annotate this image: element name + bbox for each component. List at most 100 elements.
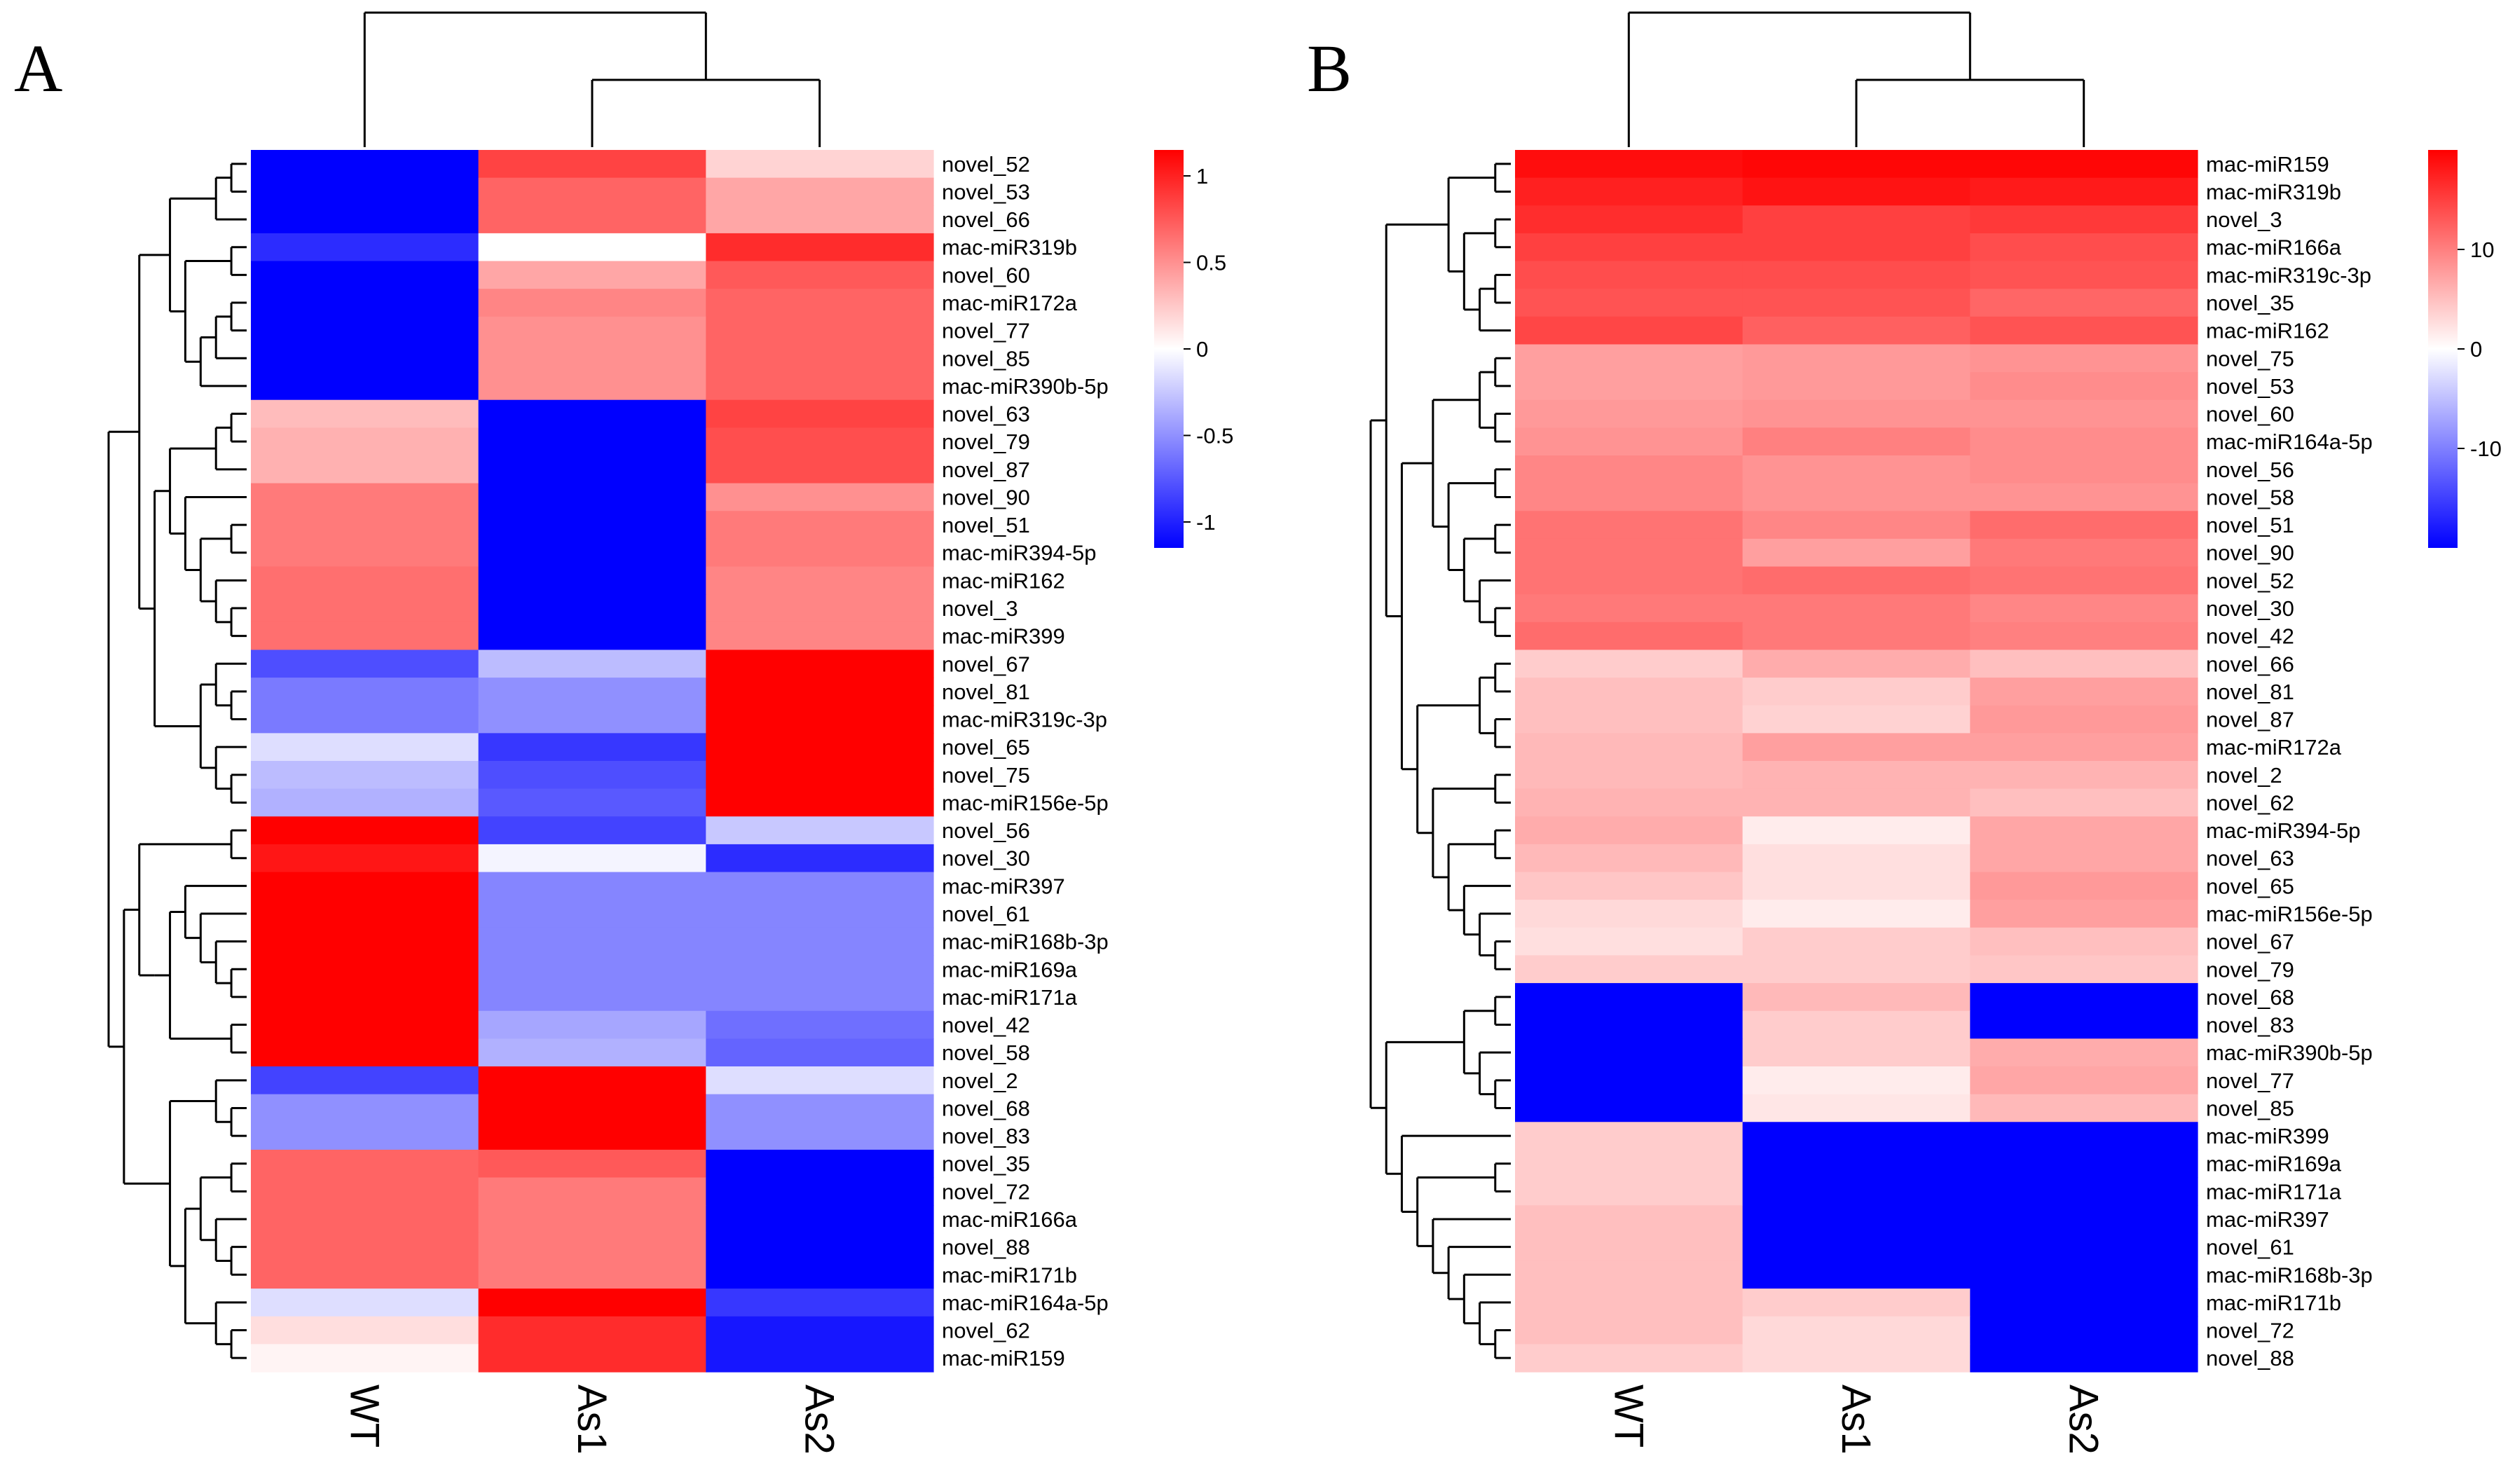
heatmap-cell-novel_79-WT <box>1515 955 1743 984</box>
heatmap-cell-novel_67-WT <box>1515 927 1743 956</box>
heatmap-cell-novel_66-As2 <box>1970 650 2198 678</box>
row-label: novel_42 <box>2206 624 2294 649</box>
heatmap-cell-mac-miR171a-WT <box>251 983 479 1012</box>
heatmap-cell-novel_3-WT <box>1515 205 1743 234</box>
heatmap-cell-mac-miR319c-3p-WT <box>1515 261 1743 289</box>
heatmap-cell-novel_88-WT <box>251 1232 479 1262</box>
heatmap-cell-mac-miR168b-3p-As1 <box>478 927 706 956</box>
heatmap-cell-mac-miR156e-5p-As2 <box>706 788 934 817</box>
heatmap-cell-novel_66-WT <box>251 205 479 234</box>
heatmap-cell-novel_60-WT <box>251 261 479 289</box>
heatmap-cell-novel_85-WT <box>251 344 479 373</box>
heatmap-cell-novel_42-As1 <box>478 1010 706 1039</box>
row-label: mac-miR390b-5p <box>2206 1040 2373 1065</box>
row-label: novel_3 <box>942 596 1018 621</box>
row-label: novel_35 <box>2206 291 2294 315</box>
heatmap-cell-mac-miR399-WT <box>1515 1122 1743 1150</box>
heatmap-cell-novel_35-WT <box>1515 289 1743 317</box>
heatmap-cell-novel_66-As2 <box>706 205 934 234</box>
heatmap-cell-novel_42-WT <box>1515 621 1743 651</box>
heatmap-cell-mac-miR171b-As1 <box>1742 1289 1971 1317</box>
heatmap-cell-mac-miR156e-5p-As2 <box>1970 900 2198 928</box>
heatmap-cell-novel_61-As2 <box>706 900 934 928</box>
heatmap-cell-novel_56-WT <box>1515 455 1743 484</box>
heatmap-cell-mac-miR159-As1 <box>478 1344 706 1373</box>
row-label: novel_88 <box>2206 1346 2294 1370</box>
heatmap-cell-novel_2-As2 <box>706 1066 934 1095</box>
row-label: novel_58 <box>2206 485 2294 509</box>
row-label: novel_63 <box>2206 846 2294 871</box>
heatmap-cell-novel_53-As1 <box>478 177 706 206</box>
row-label: novel_60 <box>942 263 1030 287</box>
row-label: mac-miR171a <box>942 985 1078 1010</box>
heatmap-cell-novel_3-As2 <box>706 594 934 623</box>
heatmap-cell-mac-miR399-As1 <box>1742 1122 1971 1150</box>
row-label: mac-miR172a <box>942 291 1078 315</box>
heatmap-cell-novel_81-As1 <box>478 678 706 706</box>
heatmap-cell-novel_79-As2 <box>706 427 934 456</box>
heatmap-cell-mac-miR319b-As1 <box>1742 177 1971 206</box>
heatmap-cell-novel_90-WT <box>1515 538 1743 568</box>
heatmap-cell-novel_67-As1 <box>478 650 706 678</box>
heatmap-cell-mac-miR394-5p-WT <box>1515 816 1743 845</box>
column-label: As2 <box>2061 1385 2106 1455</box>
row-label: novel_63 <box>942 402 1030 427</box>
color-key-bar <box>1154 150 1184 548</box>
heatmap-cell-mac-miR397-WT <box>251 872 479 900</box>
heatmap-cell-novel_66-As1 <box>1742 650 1971 678</box>
heatmap-cell-novel_62-As1 <box>478 1316 706 1345</box>
heatmap-cell-novel_87-As2 <box>1970 705 2198 734</box>
row-label: mac-miR319b <box>2206 179 2341 204</box>
heatmap-cell-novel_79-WT <box>251 427 479 456</box>
heatmap-cell-novel_30-As2 <box>706 844 934 873</box>
heatmap-cell-mac-miR164a-5p-WT <box>1515 427 1743 456</box>
color-key-tick-label: 0.5 <box>1196 251 1226 275</box>
heatmap-cell-mac-miR166a-As2 <box>706 1205 934 1234</box>
heatmap-cell-mac-miR162-WT <box>1515 316 1743 345</box>
heatmap-cell-novel_65-As2 <box>1970 872 2198 900</box>
heatmap-cell-novel_42-As2 <box>706 1010 934 1039</box>
row-label: mac-miR390b-5p <box>942 374 1109 399</box>
heatmap-cell-mac-miR172a-WT <box>1515 733 1743 762</box>
row-label: novel_68 <box>2206 985 2294 1010</box>
row-label: novel_88 <box>942 1235 1030 1260</box>
row-label: novel_3 <box>2206 207 2282 232</box>
row-label: mac-miR162 <box>942 568 1065 593</box>
heatmap-cell-novel_75-As1 <box>478 761 706 790</box>
row-label: novel_90 <box>2206 541 2294 565</box>
heatmap-cell-novel_30-As2 <box>1970 594 2198 623</box>
heatmap-cell-mac-miR169a-As2 <box>1970 1149 2198 1179</box>
heatmap-cell-novel_77-As1 <box>478 316 706 345</box>
heatmap-cell-mac-miR397-As2 <box>1970 1205 2198 1234</box>
heatmap-cell-novel_67-As1 <box>1742 927 1971 956</box>
heatmap-cell-mac-miR319b-As1 <box>478 233 706 262</box>
heatmap-cell-novel_65-WT <box>251 733 479 762</box>
heatmap-cell-mac-miR390b-5p-As2 <box>706 372 934 401</box>
heatmap-cell-novel_51-WT <box>251 511 479 540</box>
heatmap-cell-mac-miR166a-WT <box>1515 233 1743 262</box>
heatmap-cell-novel_65-As2 <box>706 733 934 762</box>
heatmap-cell-mac-miR172a-WT <box>251 289 479 317</box>
heatmap-cell-mac-miR397-As1 <box>1742 1205 1971 1234</box>
heatmap-cell-novel_3-WT <box>251 594 479 623</box>
heatmap-cell-novel_56-WT <box>251 816 479 845</box>
heatmap-cell-novel_3-As1 <box>1742 205 1971 234</box>
row-label: novel_56 <box>942 818 1030 843</box>
column-label: As1 <box>1833 1385 1879 1455</box>
heatmap-cell-novel_87-As2 <box>706 455 934 484</box>
heatmap-cell-novel_58-As1 <box>478 1038 706 1067</box>
heatmap-cell-novel_75-As2 <box>706 761 934 790</box>
row-label: novel_72 <box>942 1179 1030 1204</box>
heatmap-cell-novel_67-WT <box>251 650 479 678</box>
row-label: novel_67 <box>2206 930 2294 954</box>
heatmap-cell-mac-miR159-As2 <box>1970 150 2198 179</box>
row-label: mac-miR399 <box>942 624 1065 649</box>
heatmap-cell-novel_62-As1 <box>1742 788 1971 817</box>
row-label: mac-miR169a <box>2206 1152 2342 1176</box>
heatmap-cell-mac-miR399-As1 <box>478 621 706 651</box>
heatmap-cell-novel_53-As2 <box>1970 372 2198 401</box>
heatmap-cell-novel_85-As2 <box>1970 1094 2198 1122</box>
heatmap-cell-novel_56-As2 <box>1970 455 2198 484</box>
heatmap-cell-mac-miR319b-WT <box>251 233 479 262</box>
